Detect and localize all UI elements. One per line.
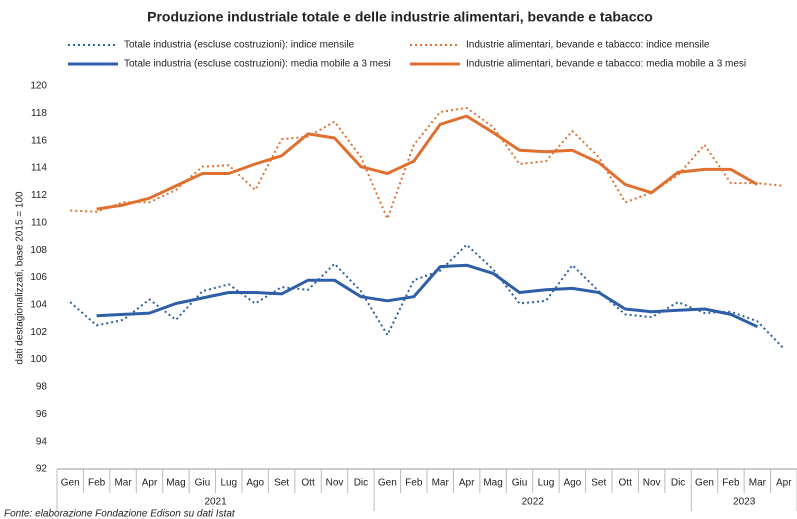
x-tick-label: Nov (643, 478, 661, 489)
y-tick-label: 92 (36, 464, 48, 475)
x-tick-label: Mar (114, 478, 132, 489)
y-tick-label: 114 (31, 163, 47, 174)
legend-label: Totale industria (escluse costruzioni): … (124, 59, 391, 70)
x-tick-label: Feb (405, 478, 423, 489)
x-tick-label: Ago (246, 478, 264, 489)
series-line (96, 114, 759, 211)
x-tick-label: Gen (61, 478, 80, 489)
x-tick-label: Mag (166, 478, 185, 489)
y-tick-label: 118 (31, 108, 47, 119)
y-tick-label: 100 (30, 354, 47, 365)
x-tick-label: Mar (749, 478, 767, 489)
y-tick-label: 94 (36, 436, 48, 447)
x-tick-label: Giu (512, 478, 528, 489)
y-tick-label: 112 (31, 190, 47, 201)
x-tick-label: Lug (538, 478, 555, 489)
legend-label: Totale industria (escluse costruzioni): … (124, 40, 355, 51)
x-tick-label: Set (591, 478, 606, 489)
x-tick-label: Dic (671, 478, 685, 489)
x-tick-label: Gen (695, 478, 714, 489)
y-tick-label: 108 (30, 245, 47, 256)
y-tick-label: 106 (30, 272, 47, 283)
legend-label: Industrie alimentari, bevande e tabacco:… (466, 40, 710, 51)
y-tick-label: 102 (30, 327, 47, 338)
x-tick-label: Giu (195, 478, 211, 489)
y-tick-label: 98 (36, 382, 48, 393)
year-label: 2023 (733, 497, 756, 508)
legend-label: Industrie alimentari, bevande e tabacco:… (466, 59, 746, 70)
x-tick-label: Ott (619, 478, 633, 489)
series-line (70, 106, 784, 220)
x-tick-label: Gen (378, 478, 397, 489)
x-tick-label: Ago (563, 478, 581, 489)
series-line (69, 243, 785, 350)
y-tick-label: 116 (31, 135, 47, 146)
x-tick-label: Feb (88, 478, 106, 489)
y-tick-label: 110 (31, 217, 47, 228)
x-tick-label: Apr (776, 478, 792, 489)
x-tick-label: Ott (301, 478, 315, 489)
y-tick-label: 120 (30, 81, 47, 92)
series-line (96, 263, 759, 329)
x-tick-label: Lug (220, 478, 237, 489)
x-tick-label: Apr (459, 478, 475, 489)
x-tick-label: Apr (142, 478, 158, 489)
y-axis-label: dati destagionalizzati, base 2015 = 100 (15, 191, 26, 365)
x-tick-label: Dic (354, 478, 368, 489)
year-label: 2022 (522, 497, 545, 508)
x-tick-label: Mag (483, 478, 502, 489)
chart-title: Produzione industriale totale e delle in… (147, 9, 653, 25)
x-tick-label: Nov (326, 478, 344, 489)
source-note: Fonte: elaborazione Fondazione Edison su… (4, 509, 236, 519)
x-tick-label: Mar (432, 478, 450, 489)
year-label: 2021 (204, 497, 227, 508)
x-tick-label: Set (274, 478, 289, 489)
y-tick-label: 104 (30, 299, 47, 310)
y-tick-label: 96 (36, 409, 48, 420)
x-tick-label: Feb (722, 478, 740, 489)
